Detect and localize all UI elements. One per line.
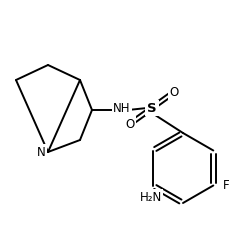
Text: S: S [147,101,156,114]
Text: O: O [169,86,178,99]
Text: F: F [223,179,229,192]
Text: O: O [125,118,134,130]
Text: N: N [37,146,45,159]
Text: H₂N: H₂N [139,191,161,204]
Text: NH: NH [113,101,130,114]
